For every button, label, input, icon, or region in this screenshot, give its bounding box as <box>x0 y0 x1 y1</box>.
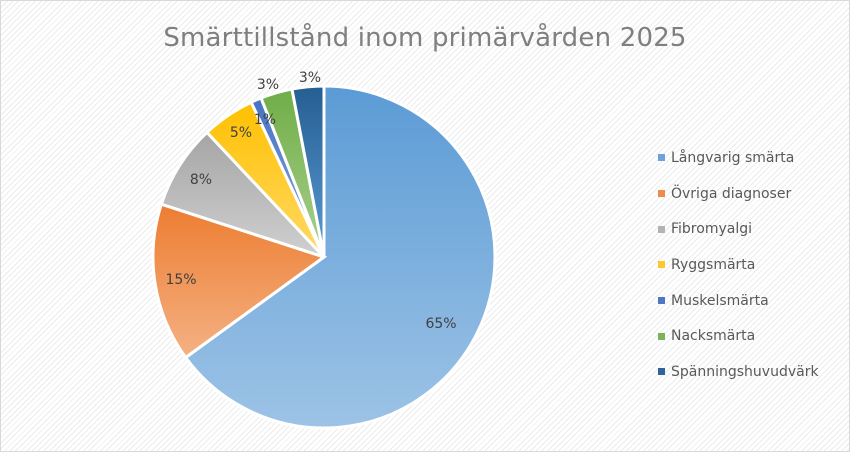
legend-item: Fibromyalgi <box>658 211 819 247</box>
legend-label: Nacksmärta <box>671 328 756 345</box>
legend-item: Nacksmärta <box>658 318 819 354</box>
data-label: 3% <box>299 70 321 86</box>
data-label: 5% <box>230 125 252 141</box>
pie-slice <box>151 202 328 360</box>
legend-swatch-icon <box>658 261 665 269</box>
chart-title: Smärttillstånd inom primärvården 2025 <box>163 23 687 53</box>
legend-swatch-icon <box>658 297 665 305</box>
legend-item: Övriga diagnoser <box>658 176 819 212</box>
data-label: 1% <box>254 112 276 128</box>
legend-item: Ryggsmärta <box>658 247 819 283</box>
legend-item: Spänningshuvudvärk <box>658 354 819 390</box>
legend-swatch-icon <box>658 368 665 376</box>
legend-label: Fibromyalgi <box>671 221 752 238</box>
legend-label: Spänningshuvudvärk <box>671 363 819 380</box>
legend-swatch-icon <box>658 225 665 233</box>
pie-slice <box>290 84 326 258</box>
data-label: 15% <box>165 272 196 288</box>
legend-label: Övriga diagnoser <box>671 185 792 202</box>
legend-swatch-icon <box>658 190 665 198</box>
data-label: 65% <box>425 316 456 332</box>
legend-item: Långvarig smärta <box>658 140 819 176</box>
chart-legend: Långvarig smärta Övriga diagnoser Fibrom… <box>658 140 819 390</box>
legend-label: Långvarig smärta <box>671 149 795 166</box>
data-label: 3% <box>257 77 279 93</box>
legend-item: Muskelsmärta <box>658 283 819 319</box>
legend-swatch-icon <box>658 154 665 162</box>
pie-slice <box>183 84 497 430</box>
legend-swatch-icon <box>658 332 665 340</box>
data-label: 8% <box>190 172 212 188</box>
legend-label: Ryggsmärta <box>671 256 756 273</box>
legend-label: Muskelsmärta <box>671 292 769 309</box>
